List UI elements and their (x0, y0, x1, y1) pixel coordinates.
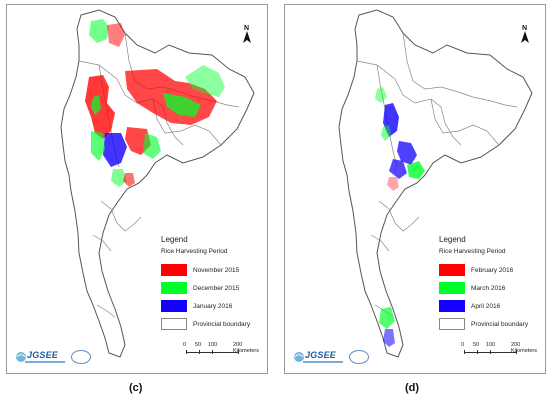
logo-bar (303, 361, 343, 363)
legend-subtitle: Rice Harvesting Period (161, 248, 228, 255)
north-label: N (244, 25, 250, 32)
north-label: N (522, 25, 528, 32)
legend-item-provincial-boundary: Provincial boundary (439, 315, 549, 333)
scale-tick (477, 350, 478, 354)
logo-bar (25, 361, 65, 363)
legend-item-january-2016: January 2016 (161, 297, 271, 315)
legend-d: Legend Rice Harvesting Period February 2… (439, 235, 549, 333)
legend-swatch-boundary (439, 318, 465, 330)
scale-tick (238, 350, 239, 354)
legend-label: March 2016 (471, 284, 506, 292)
legend-label: February 2016 (471, 266, 514, 274)
institution-logo (349, 350, 369, 364)
scale-label-200-kilometers: 200 Kilometers (511, 342, 537, 354)
scale-tick (212, 350, 213, 354)
legend-item-april-2016: April 2016 (439, 297, 549, 315)
logo-text: JGSEE (27, 350, 59, 360)
panel-caption-d: (d) (405, 382, 420, 394)
legend-label: Provincial boundary (471, 320, 529, 328)
legend-label: January 2016 (193, 302, 233, 310)
scale-tick (516, 350, 517, 354)
thailand-map-d (338, 9, 533, 358)
legend-label: November 2015 (193, 266, 240, 274)
thailand-map-c (60, 9, 255, 358)
legend-swatch-red (439, 264, 465, 276)
legend-item-february-2016: February 2016 (439, 261, 549, 279)
logo-mark-icon (16, 352, 26, 362)
scale-bar-d: 0 50 100 200 Kilometers (461, 342, 541, 360)
legend-swatch-green (161, 282, 187, 294)
north-arrow: N (239, 25, 255, 47)
legend-subtitle: Rice Harvesting Period (439, 248, 506, 255)
legend-label: Provincial boundary (193, 320, 251, 328)
scale-label-50: 50 (195, 342, 202, 348)
map-panel-c: N Legend Rice Harvesting Period November… (6, 4, 268, 374)
legend-item-provincial-boundary: Provincial boundary (161, 315, 271, 333)
legend-swatch-blue (439, 300, 465, 312)
logo-c: JGSEE (15, 349, 97, 365)
panel-caption-c: (c) (129, 382, 143, 394)
scale-tick (464, 350, 465, 354)
logo-text: JGSEE (305, 350, 337, 360)
scale-label-50: 50 (473, 342, 480, 348)
legend-title: Legend (439, 235, 466, 244)
legend-swatch-green (439, 282, 465, 294)
logo-d: JGSEE (293, 349, 375, 365)
north-arrow-icon (243, 31, 251, 43)
scale-tick (199, 350, 200, 354)
institution-logo (71, 350, 91, 364)
legend-swatch-blue (161, 300, 187, 312)
legend-swatch-red (161, 264, 187, 276)
scale-label-200-kilometers: 200 Kilometers (233, 342, 259, 354)
scale-label-100: 100 (486, 342, 496, 348)
legend-c: Legend Rice Harvesting Period November 2… (161, 235, 271, 333)
north-arrow-icon (521, 31, 529, 43)
scale-tick (186, 350, 187, 354)
scale-label-0: 0 (461, 342, 465, 348)
scale-bar-c: 0 50 100 200 Kilometers (183, 342, 263, 360)
scale-tick (490, 350, 491, 354)
logo-mark-icon (294, 352, 304, 362)
legend-item-november-2015: November 2015 (161, 261, 271, 279)
legend-label: December 2015 (193, 284, 240, 292)
scale-label-100: 100 (208, 342, 218, 348)
north-arrow: N (517, 25, 533, 47)
map-panel-d: N Legend Rice Harvesting Period February… (284, 4, 546, 374)
legend-item-march-2016: March 2016 (439, 279, 549, 297)
legend-item-december-2015: December 2015 (161, 279, 271, 297)
scale-label-0: 0 (183, 342, 187, 348)
legend-title: Legend (161, 235, 188, 244)
legend-swatch-boundary (161, 318, 187, 330)
legend-label: April 2016 (471, 302, 501, 310)
